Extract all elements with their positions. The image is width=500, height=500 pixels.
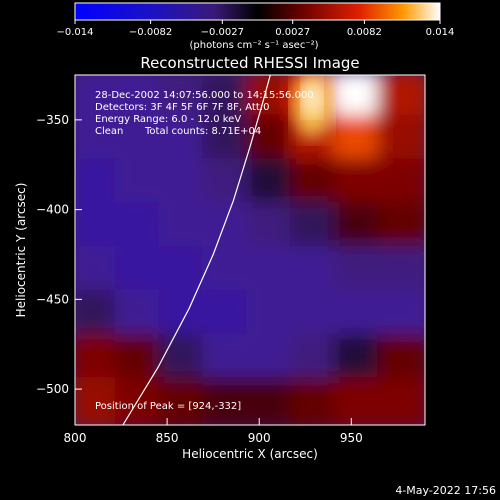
heatmap-cell bbox=[158, 114, 211, 167]
heatmap-cell bbox=[246, 158, 298, 211]
heatmap-cell bbox=[246, 114, 298, 167]
heatmap-cell bbox=[202, 158, 254, 211]
heatmap-image bbox=[75, 75, 425, 425]
peak-position-label: Position of Peak = [924,-332] bbox=[95, 401, 241, 412]
heatmap-cell bbox=[377, 377, 425, 425]
heatmap-cell bbox=[158, 289, 211, 342]
heatmap-cell bbox=[158, 158, 211, 211]
heatmap-cell bbox=[158, 202, 211, 254]
heatmap-cell bbox=[158, 333, 211, 386]
colorbar-tick-label: 0.0027 bbox=[275, 27, 310, 38]
x-tick-label: 900 bbox=[248, 431, 271, 445]
heatmap-cell bbox=[333, 158, 386, 211]
y-tick-label: −350 bbox=[36, 113, 69, 127]
heatmap-cell bbox=[289, 289, 342, 342]
x-tick-label: 950 bbox=[340, 431, 363, 445]
y-tick-label: −400 bbox=[36, 203, 69, 217]
y-axis-ticks: −350 −400 −450 −500 bbox=[36, 113, 82, 396]
annotation-counts: Total counts: 8.71E+04 bbox=[144, 126, 261, 137]
heatmap-cell bbox=[114, 333, 167, 386]
heatmap-cell bbox=[377, 158, 425, 211]
heatmap-cell bbox=[202, 377, 254, 425]
heatmap-cell bbox=[158, 246, 211, 298]
heatmap-cell bbox=[333, 377, 386, 425]
heatmap-cell bbox=[114, 246, 167, 298]
colorbar-tick-label: −0.0027 bbox=[201, 27, 244, 38]
heatmap-cell bbox=[377, 289, 425, 342]
annotation-time: 28-Dec-2002 14:07:56.000 to 14:15:56.000 bbox=[95, 90, 314, 101]
heatmap-cell bbox=[114, 202, 167, 254]
heatmap-cell bbox=[289, 202, 342, 254]
footer-timestamp: 4-May-2022 17:56 bbox=[395, 484, 496, 497]
heatmap-cell bbox=[246, 289, 298, 342]
x-axis-label: Heliocentric X (arcsec) bbox=[182, 447, 318, 461]
heatmap-cell bbox=[246, 202, 298, 254]
colorbar-tick-label: −0.014 bbox=[56, 27, 93, 38]
colorbar-tick-label: 0.014 bbox=[426, 27, 455, 38]
x-tick-label: 850 bbox=[156, 431, 179, 445]
colorbar-ticks: −0.014 −0.0082 −0.0027 0.0027 0.0082 0.014 bbox=[56, 20, 454, 38]
heatmap-cell bbox=[202, 289, 254, 342]
heatmap-cell bbox=[377, 246, 425, 298]
x-axis-ticks: 800 850 900 950 bbox=[64, 418, 363, 445]
annotation-detectors: Detectors: 3F 4F 5F 6F 7F 8F, Att:0 bbox=[95, 102, 270, 113]
heatmap-cell bbox=[246, 333, 298, 386]
annotation-energy: Energy Range: 6.0 - 12.0 keV bbox=[95, 114, 241, 125]
heatmap-cell bbox=[114, 158, 167, 211]
heatmap-cell bbox=[158, 377, 211, 425]
y-tick-label: −450 bbox=[36, 292, 69, 306]
colorbar-tick-label: 0.0082 bbox=[347, 27, 382, 38]
heatmap-cell bbox=[114, 289, 167, 342]
heatmap-cell bbox=[202, 114, 254, 167]
heatmap-cell bbox=[333, 289, 386, 342]
solar-limb-curve bbox=[122, 75, 271, 425]
colorbar-tick-label: −0.0082 bbox=[129, 27, 172, 38]
heatmap-cell bbox=[289, 377, 342, 425]
heatmap-cell bbox=[377, 114, 425, 167]
heatmap-cell bbox=[333, 333, 386, 386]
heatmap-cell bbox=[289, 158, 342, 211]
annotation-clean: Clean bbox=[95, 126, 123, 137]
colorbar bbox=[74, 2, 441, 21]
heatmap-cell bbox=[333, 114, 386, 167]
heatmap-cell bbox=[202, 202, 254, 254]
y-axis-label: Heliocentric Y (arcsec) bbox=[14, 183, 28, 318]
heatmap-cell bbox=[333, 202, 386, 254]
plot-frame bbox=[74, 74, 426, 426]
heatmap-cell bbox=[377, 333, 425, 386]
heatmap-cell bbox=[333, 246, 386, 298]
heatmap-cell bbox=[377, 202, 425, 254]
heatmap-cell bbox=[114, 377, 167, 425]
heatmap-cell bbox=[289, 246, 342, 298]
heatmap-cell bbox=[246, 246, 298, 298]
peak-core bbox=[302, 80, 322, 116]
heatmap-cell bbox=[202, 333, 254, 386]
x-tick-label: 800 bbox=[64, 431, 87, 445]
heatmap-cell bbox=[289, 333, 342, 386]
colorbar-unit-label: (photons cm⁻² s⁻¹ asec⁻²) bbox=[189, 40, 318, 51]
heatmap-cell bbox=[246, 377, 298, 425]
heatmap-cell bbox=[202, 246, 254, 298]
heatmap-cell bbox=[114, 114, 167, 167]
y-tick-label: −500 bbox=[36, 382, 69, 396]
chart-title: Reconstructed RHESSI Image bbox=[140, 54, 359, 72]
